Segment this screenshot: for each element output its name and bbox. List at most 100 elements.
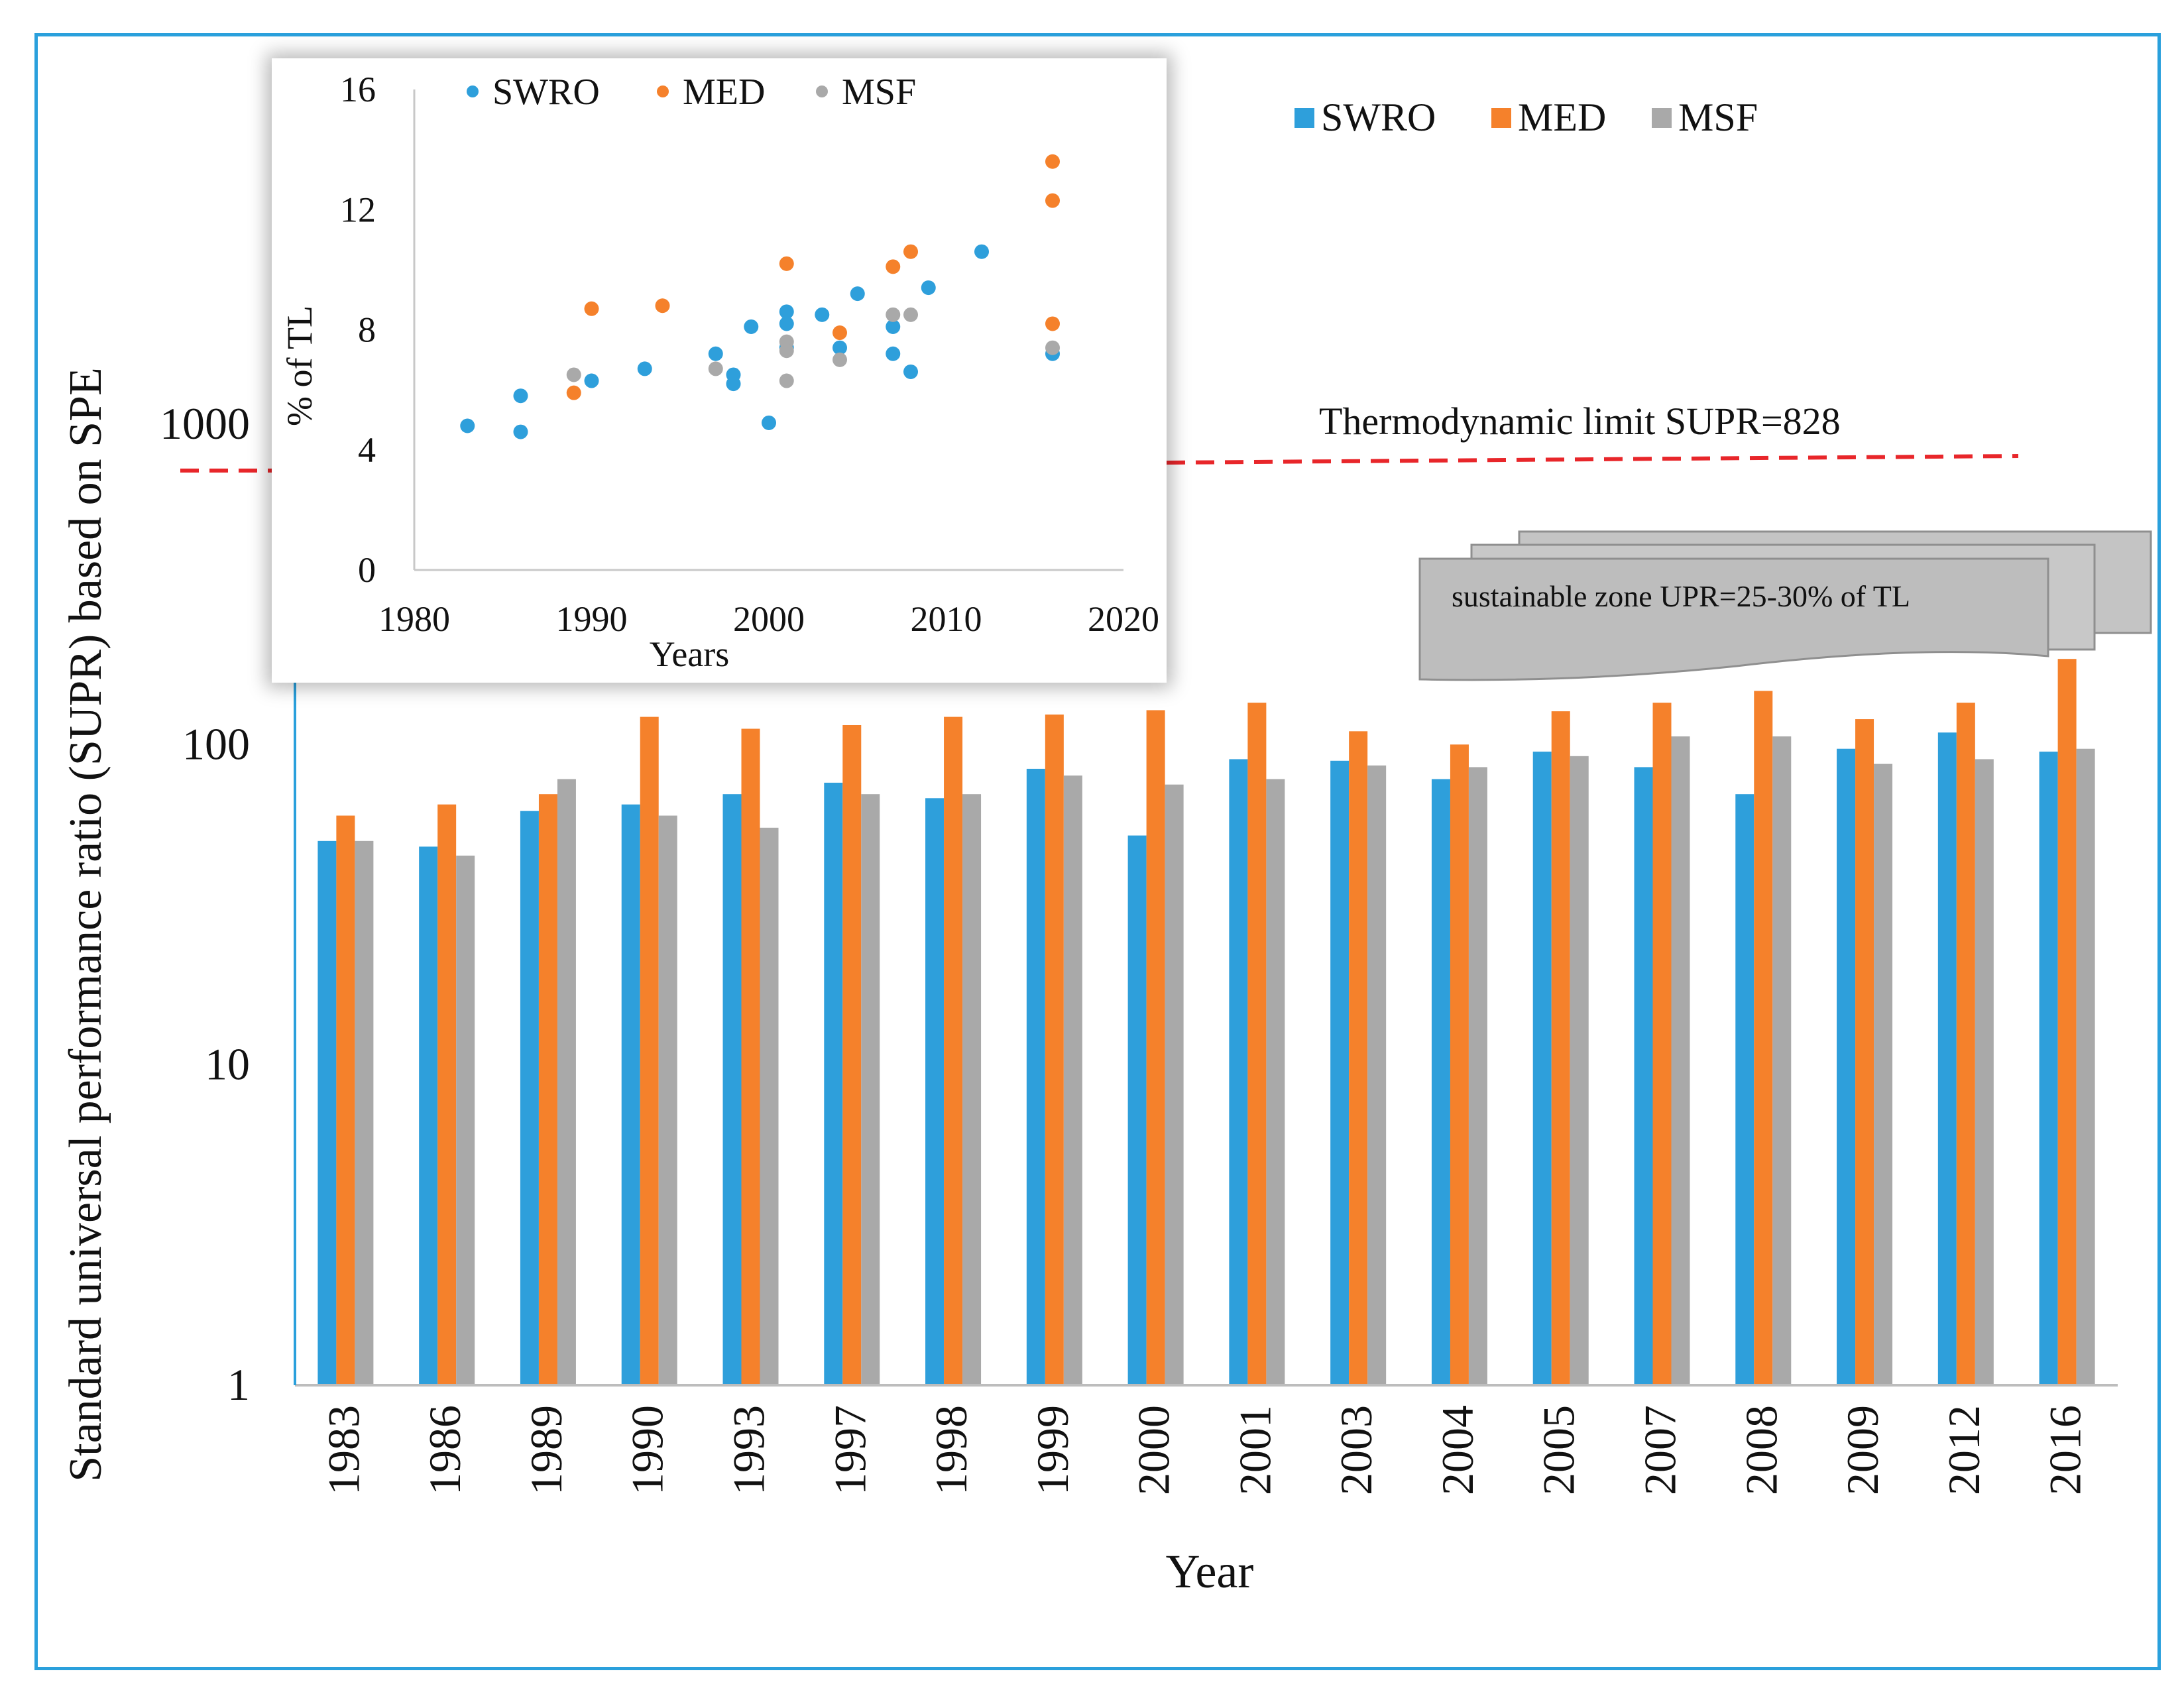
point-med <box>833 325 847 341</box>
point-swro <box>779 316 794 331</box>
main-x-tick-label: 2001 <box>1230 1405 1280 1495</box>
bar-med-1983 <box>336 815 355 1385</box>
bar-med-1986 <box>437 804 457 1385</box>
callout-shape-front <box>1418 557 2049 681</box>
main-bars-group <box>317 659 2095 1385</box>
bar-med-1989 <box>538 794 557 1385</box>
inset-y-tick-label: 12 <box>340 190 376 229</box>
bar-med-1993 <box>741 728 760 1385</box>
inset-y-tick-label: 8 <box>358 310 376 350</box>
point-swro <box>744 319 759 334</box>
bar-swro-2009 <box>1837 748 1856 1385</box>
bar-swro-2005 <box>1532 752 1552 1385</box>
point-swro <box>708 346 723 361</box>
bar-med-2000 <box>1146 710 1165 1385</box>
point-msf <box>708 361 723 376</box>
point-med <box>655 298 670 313</box>
inset-x-axis-label: Years <box>650 634 730 674</box>
main-x-tick-label: 2012 <box>1939 1405 1989 1495</box>
bar-med-1998 <box>944 716 963 1385</box>
sustainable-zone-callout: sustainable zone UPR=25-30% of TL <box>1418 530 2152 681</box>
bar-msf-2012 <box>1975 759 1994 1385</box>
bar-swro-2016 <box>2039 752 2058 1385</box>
point-swro <box>833 340 847 355</box>
main-x-tick-label: 2008 <box>1736 1405 1786 1495</box>
point-msf <box>1045 340 1060 355</box>
point-med <box>566 385 581 400</box>
bar-msf-1983 <box>355 840 374 1385</box>
inset-y-axis-label: % of TL <box>280 306 319 426</box>
bar-msf-2003 <box>1367 765 1387 1385</box>
thermodynamic-limit-line-right <box>1166 454 2019 465</box>
bar-med-2007 <box>1652 703 1672 1385</box>
point-swro <box>726 376 741 392</box>
main-y-tick-label: 100 <box>182 718 250 769</box>
main-legend: SWRO MED MSF <box>1294 95 1758 139</box>
inset-legend-label-swro: SWRO <box>492 72 600 113</box>
point-med <box>1045 193 1060 208</box>
main-y-tick-label: 1000 <box>160 398 250 449</box>
inset-points-group <box>460 154 1060 439</box>
bar-msf-2001 <box>1266 779 1285 1385</box>
bar-swro-1998 <box>925 798 945 1385</box>
bar-med-1990 <box>640 716 659 1385</box>
main-ticks-group: 1 10 100 1000 1983 1986 1989 1990 1993 1997 1998 19… <box>160 398 2091 1495</box>
inset-y-tick-label: 16 <box>340 70 376 109</box>
main-y-tick-label: 10 <box>205 1039 250 1090</box>
main-bar-chart: 1 10 100 1000 1983 1986 1989 1990 1993 1997 1998 19… <box>60 95 2118 1598</box>
bar-msf-1990 <box>658 815 677 1385</box>
point-med <box>584 301 599 316</box>
point-msf <box>886 307 901 322</box>
main-x-tick-label: 1990 <box>622 1405 673 1495</box>
inset-legend-marker-swro <box>467 85 479 97</box>
main-x-tick-label: 1986 <box>420 1405 470 1495</box>
bar-med-1997 <box>842 724 862 1385</box>
inset-legend-marker-med <box>657 85 669 97</box>
bar-med-2004 <box>1450 744 1469 1385</box>
point-swro <box>886 346 901 361</box>
main-x-axis-label: Year <box>1166 1545 1254 1598</box>
point-msf <box>566 367 581 382</box>
bar-msf-1997 <box>861 794 880 1385</box>
inset-x-tick-label: 1980 <box>378 599 450 639</box>
bar-msf-1999 <box>1063 775 1082 1385</box>
bar-msf-2005 <box>1570 756 1589 1385</box>
bar-med-2009 <box>1855 719 1874 1385</box>
bar-swro-1997 <box>824 782 843 1385</box>
point-swro <box>815 307 830 322</box>
inset-legend-label-msf: MSF <box>842 72 916 113</box>
bar-msf-2007 <box>1671 736 1690 1385</box>
main-legend-swatch-msf <box>1652 108 1672 128</box>
main-y-axis-label: Standard universal performance ratio (SU… <box>60 367 111 1482</box>
bar-msf-1986 <box>456 855 475 1385</box>
point-msf <box>833 352 847 367</box>
main-x-tick-label: 2016 <box>2040 1405 2091 1495</box>
point-med <box>1045 316 1060 331</box>
point-swro <box>921 280 936 296</box>
inset-legend-label-med: MED <box>683 72 765 113</box>
bar-swro-2000 <box>1127 835 1147 1385</box>
bar-swro-1986 <box>419 846 438 1385</box>
point-swro <box>886 319 901 334</box>
sustainable-zone-label: sustainable zone UPR=25-30% of TL <box>1452 579 1910 613</box>
point-msf <box>779 343 794 359</box>
point-swro <box>762 415 776 430</box>
bar-swro-1983 <box>317 840 337 1385</box>
inset-legend: SWRO MED MSF <box>467 72 916 113</box>
point-swro <box>460 418 475 433</box>
main-x-tick-label: 1993 <box>724 1405 774 1495</box>
point-swro <box>903 364 918 379</box>
point-swro <box>513 388 528 404</box>
point-msf <box>903 307 918 322</box>
point-swro <box>779 304 794 319</box>
bar-med-2016 <box>2057 659 2077 1385</box>
bar-swro-2004 <box>1431 779 1450 1385</box>
point-med <box>903 244 918 259</box>
bar-msf-1998 <box>962 794 982 1385</box>
bar-swro-2012 <box>1937 732 1957 1385</box>
inset-y-tick-label: 0 <box>358 550 376 590</box>
bar-swro-2008 <box>1735 794 1754 1385</box>
bar-med-2008 <box>1754 691 1773 1385</box>
main-x-tick-label: 1989 <box>521 1405 571 1495</box>
